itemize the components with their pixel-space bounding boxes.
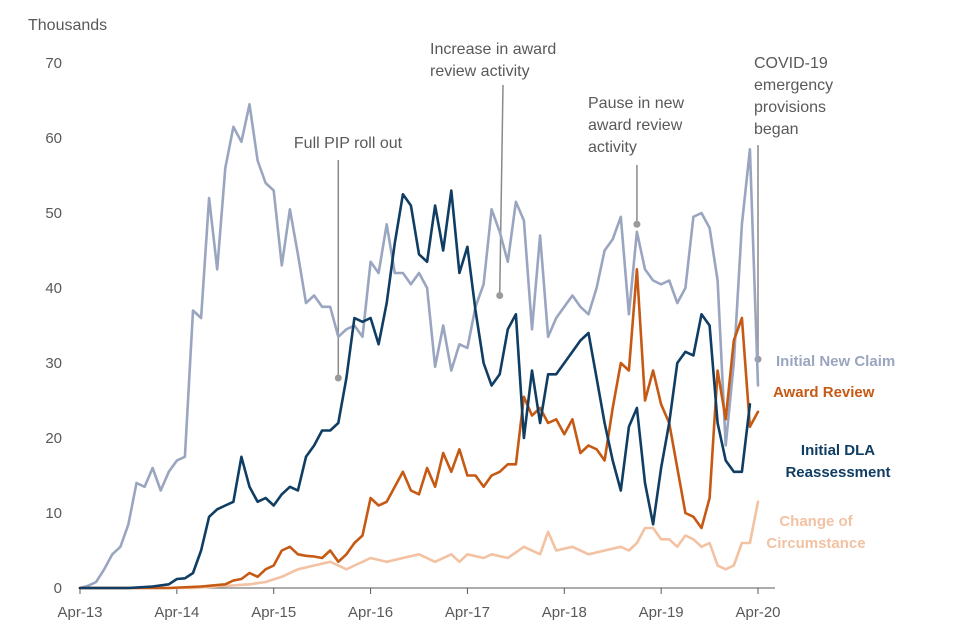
x-tick-label: Apr-16 [348,604,393,621]
y-tick-label: 10 [45,505,62,522]
annotation-covid-19-emergency-provisions-began: COVID-19 emergency provisions began [754,55,833,138]
annotation-full-pip-roll-out: Full PIP roll out [294,135,403,152]
annotation-increase-in-award-review-activity: Increase in award review activity [430,41,556,80]
series-label-initial-new-claim: Initial New Claim [776,353,895,370]
annotations: Full PIP roll out Increase in award review… [294,41,833,382]
series-label-change-of-circumstance: Change of Circumstance [766,513,865,552]
annotation-marker [496,292,504,299]
series-labels: Initial New Claim Initial DLA Reassessment… [766,353,895,552]
x-tick-label: Apr-15 [251,604,296,621]
x-tick-label: Apr-19 [639,604,684,621]
series-label-initial-dla-reassessment: Initial DLA Reassessment [785,442,890,481]
series-line-initial-dla-reassessment [78,189,752,590]
y-axis: 0 10 20 30 40 50 60 70 [45,55,62,597]
y-tick-label: 0 [54,580,62,597]
series-line-change-of-circumstance [78,500,760,590]
y-tick-label: 30 [45,355,62,372]
annotation-marker [334,374,342,382]
series-lines [78,103,760,590]
y-tick-label: 70 [45,55,62,72]
y-tick-label: 20 [45,430,62,447]
series-line-award-review [78,268,760,590]
annotation-marker [633,220,641,228]
y-axis-unit-label: Thousands [28,17,107,34]
x-tick-label: Apr-20 [735,604,780,621]
series-label-award-review: Award Review [773,384,875,401]
x-tick-label: Apr-17 [445,604,490,621]
x-tick-label: Apr-18 [542,604,587,621]
y-tick-label: 50 [45,205,62,222]
series-line-initial-new-claim [78,103,760,590]
annotation-pause-in-new-award-review-activity: Pause in new award review activity [588,95,685,156]
annotation-leader-line [498,84,504,296]
x-tick-label: Apr-13 [57,604,102,621]
x-axis: Apr-13 Apr-14 Apr-15 Apr-16 Apr-17 Apr-18 Apr-… [57,587,781,621]
y-tick-label: 40 [45,280,62,297]
y-tick-label: 60 [45,130,62,147]
x-tick-label: Apr-14 [154,604,199,621]
